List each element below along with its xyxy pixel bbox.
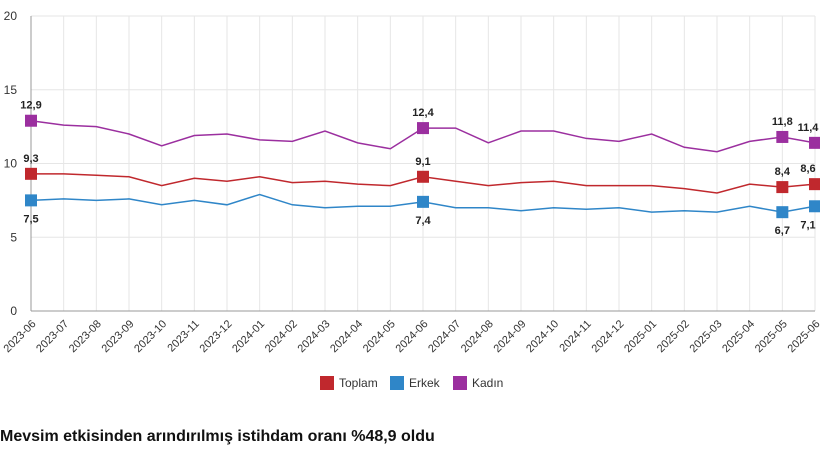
x-tick-label: 2024-08 — [459, 318, 496, 355]
data-label: 9,1 — [415, 156, 430, 168]
x-tick-label: 2025-03 — [688, 318, 725, 355]
x-tick-label: 2023-06 — [2, 318, 39, 355]
data-marker — [776, 181, 789, 194]
legend-item-toplam: Toplam — [339, 376, 378, 390]
legend-item-kadın: Kadın — [472, 376, 503, 390]
data-marker — [417, 122, 429, 135]
data-marker — [776, 130, 789, 143]
x-tick-label: 2024-07 — [426, 318, 463, 355]
y-tick-label: 15 — [4, 83, 18, 97]
x-tick-label: 2024-05 — [361, 318, 398, 355]
data-label: 12,4 — [412, 107, 434, 119]
x-tick-label: 2024-10 — [524, 318, 561, 355]
x-tick-label: 2025-05 — [753, 318, 790, 355]
data-label: 7,4 — [415, 215, 431, 227]
chart-data-labels: 9,3 9,1 8,4 8,6 7,5 7,4 6,7 7,1 12,9 12,4 11,8 11,4 — [20, 100, 819, 237]
x-tick-label: 2023-07 — [34, 318, 71, 355]
x-tick-label: 2024-06 — [394, 318, 431, 355]
x-tick-label: 2023-10 — [132, 318, 169, 355]
legend-swatch-kadın — [453, 376, 467, 390]
line-chart: 051015202023-062023-072023-082023-092023… — [2, 9, 820, 390]
data-marker — [776, 206, 789, 219]
data-marker — [417, 170, 429, 183]
chart-grid — [30, 15, 816, 312]
x-tick-label: 2025-02 — [655, 318, 692, 355]
x-tick-label: 2023-08 — [67, 318, 104, 355]
x-tick-label: 2024-09 — [492, 318, 529, 355]
x-tick-label: 2025-01 — [622, 318, 659, 355]
x-tick-label: 2023-12 — [198, 318, 235, 355]
chart-markers — [25, 114, 820, 219]
data-marker — [25, 194, 37, 207]
x-tick-label: 2024-02 — [263, 318, 300, 355]
x-tick-label: 2024-04 — [328, 318, 365, 355]
x-tick-label: 2023-09 — [100, 318, 137, 355]
legend-swatch-erkek — [390, 376, 404, 390]
y-tick-label: 5 — [10, 230, 17, 244]
data-label: 8,4 — [775, 166, 791, 178]
data-marker — [25, 114, 37, 127]
data-label: 8,6 — [800, 163, 815, 175]
x-tick-label: 2023-11 — [165, 318, 201, 354]
data-label: 11,8 — [772, 116, 793, 128]
data-label: 6,7 — [775, 225, 790, 237]
headline[interactable]: Mevsim etkisinden arındırılmış istihdam … — [0, 428, 435, 445]
chart-legend[interactable]: Toplam Erkek Kadın — [320, 376, 503, 390]
data-label: 7,5 — [23, 213, 38, 225]
data-label: 11,4 — [798, 122, 820, 134]
x-tick-label: 2024-12 — [590, 318, 627, 355]
data-marker — [809, 136, 820, 149]
data-label: 7,1 — [800, 219, 815, 231]
x-tick-label: 2025-06 — [786, 318, 820, 355]
x-tick-label: 2025-04 — [720, 318, 757, 355]
x-tick-label: 2024-11 — [557, 318, 593, 354]
data-marker — [809, 200, 820, 213]
legend-item-erkek: Erkek — [409, 376, 441, 390]
x-tick-label: 2024-01 — [230, 318, 267, 355]
y-tick-label: 0 — [10, 304, 17, 318]
x-tick-label: 2024-03 — [296, 318, 333, 355]
data-label: 12,9 — [20, 100, 41, 112]
legend-swatch-toplam — [320, 376, 334, 390]
y-tick-label: 10 — [4, 157, 18, 171]
data-marker — [417, 195, 429, 208]
y-tick-label: 20 — [4, 9, 18, 23]
data-marker — [25, 167, 37, 180]
data-label: 9,3 — [23, 153, 38, 165]
chart-axes: 051015202023-062023-072023-082023-092023… — [2, 9, 820, 355]
data-marker — [809, 178, 820, 191]
